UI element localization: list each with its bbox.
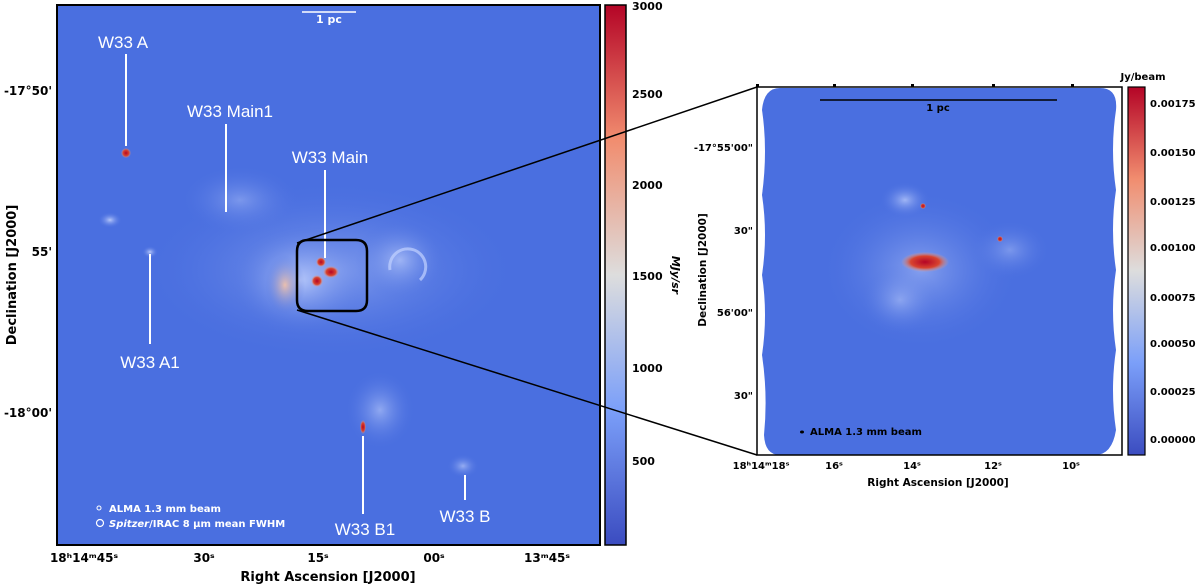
right-map-emission [762,88,1117,455]
left-cbar-unit: MJy/sr [669,256,682,295]
right-xtick-1: 18ʰ14ᵐ18ˢ [733,461,790,472]
alma-beam-icon [96,505,102,511]
right-cbar-tick-6: 0.00025 [1150,387,1196,398]
compact-source-1 [920,203,926,209]
right-cbar-tick-3: 0.00100 [1150,243,1196,254]
w33-main-core-zoom [901,252,949,272]
right-top-tick-5 [1071,84,1074,87]
spitzer-rest: /IRAC 8 µm mean FWHM [149,519,285,530]
right-xtick-4: 12ˢ [984,461,1002,472]
right-ytick-4: 30" [734,391,753,402]
right-xtick-3: 14ˢ [903,461,921,472]
label-w33-b: W33 B [439,507,490,526]
right-xtick-5: 10ˢ [1062,461,1080,472]
right-map: 1 pc ALMA 1.3 mm beam -17°55'00" 30" 56'… [694,72,1196,489]
label-w33-main: W33 Main [292,148,369,167]
left-cbar-tick-1000: 1000 [632,362,663,375]
right-top-tick-4 [992,84,995,87]
left-cbar-tick-2500: 2500 [632,88,663,101]
right-top-tick-2 [833,84,836,87]
left-ytick-1: -17°50' [4,84,52,98]
w33-b1-source [360,420,366,434]
spitzer-beam-icon [95,518,105,528]
right-map-frame [756,86,1123,456]
right-alma-beam-icon [800,430,804,434]
right-cbar-tick-5: 0.00050 [1150,339,1196,350]
label-w33-a: W33 A [98,33,149,52]
left-colorbar [604,4,627,546]
spitzer-italic: Spitzer [109,519,150,530]
left-map: 1 pc W33 A W33 Main1 W33 Main W33 A1 W33… [4,0,682,585]
right-colorbar [1127,86,1146,456]
right-cbar-tick-1: 0.00150 [1150,148,1196,159]
right-scale-bar-label: 1 pc [926,103,950,114]
left-xtick-4: 00ˢ [423,551,445,565]
zoom-region-box [295,238,369,313]
zoom-connector-top [296,86,758,244]
left-beam-spitzer-label: Spitzer/IRAC 8 µm mean FWHM [109,519,285,530]
left-cbar-tick-500: 500 [632,455,655,468]
left-ytick-3: -18°00' [4,406,52,420]
left-beam-alma-label: ALMA 1.3 mm beam [109,504,221,515]
left-map-emission [98,148,520,478]
left-xtick-2: 30ˢ [193,551,215,565]
left-ytick-2: 55' [32,245,52,259]
right-cbar-tick-4: 0.00075 [1150,293,1196,304]
right-xlabel: Right Ascension [J2000] [867,477,1008,489]
left-xtick-1: 18ʰ14ᵐ45ˢ [50,551,119,565]
w33-main-source-1 [316,257,326,267]
right-cbar-tick-2: 0.00125 [1150,197,1196,208]
w33-a-source [121,148,131,158]
left-xlabel: Right Ascension [J2000] [240,570,415,585]
right-top-tick-1 [756,84,759,87]
left-map-frame [56,4,601,546]
right-ylabel: Declination [J2000] [697,213,709,327]
right-top-tick-3 [911,84,914,87]
right-ytick-3: 56'00" [717,308,753,319]
left-ylabel: Declination [J2000] [5,205,20,346]
w33-main-source-2 [311,275,323,287]
left-xtick-3: 15ˢ [307,551,329,565]
label-w33-b1: W33 B1 [335,520,395,539]
label-w33-main1: W33 Main1 [187,102,273,121]
right-xtick-2: 16ˢ [825,461,843,472]
zoom-connector-bottom [296,309,758,456]
right-ytick-2: 30" [734,226,753,237]
left-cbar-tick-1500: 1500 [632,270,663,283]
right-cbar-unit: Jy/beam [1120,72,1166,83]
compact-source-2 [997,236,1003,242]
left-xtick-5: 13ᵐ45ˢ [524,551,570,565]
right-beam-label: ALMA 1.3 mm beam [810,427,922,438]
left-cbar-tick-2000: 2000 [632,179,663,192]
right-cbar-tick-7: 0.00000 [1150,435,1196,446]
right-cbar-tick-0: 0.00175 [1150,99,1196,110]
left-scale-bar-label: 1 pc [316,13,342,26]
right-ytick-1: -17°55'00" [694,143,753,154]
left-cbar-tick-3000: 3000 [632,0,663,13]
w33-main-source-3 [323,266,339,278]
label-w33-a1: W33 A1 [120,353,180,372]
